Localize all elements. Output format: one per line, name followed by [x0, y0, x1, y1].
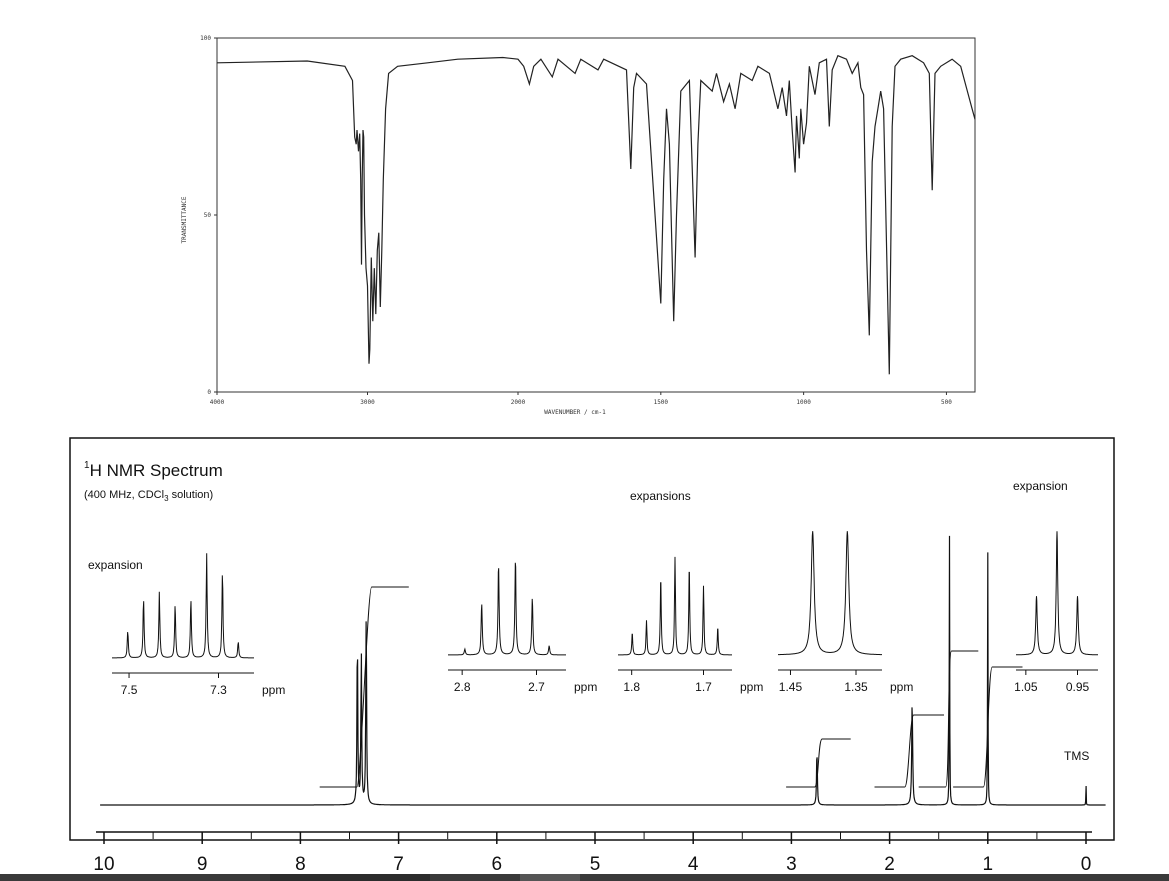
- nmr-x-axis-ticks: 10 9 8 7 6 5 4 3 2 1 0: [93, 832, 1091, 875]
- nmr-tick-label: 6: [492, 854, 503, 875]
- expansion-tick-label: 1.35: [844, 680, 868, 694]
- expansion-tick-label: 2.7: [528, 680, 545, 694]
- expansion-tick-label: 7.5: [121, 683, 138, 697]
- nmr-subtitle-post: solution): [169, 489, 214, 501]
- ir-x-tick-label: 3000: [360, 399, 375, 406]
- nmr-integral-curve: [786, 738, 851, 788]
- expansion-tick-label: 7.3: [210, 683, 227, 697]
- nmr-tick-label: 7: [393, 854, 404, 875]
- bottom-strip-segment: [520, 874, 580, 881]
- expansion-unit-label: ppm: [740, 680, 763, 694]
- nmr-title: 1H NMR Spectrum: [84, 460, 223, 480]
- ir-x-axis-label: WAVENUMBER / cm-1: [544, 409, 606, 416]
- expansion-trace: [1016, 531, 1098, 656]
- expansion-tick-label: 1.8: [623, 680, 640, 694]
- expansion-tick-label: 1.05: [1014, 680, 1038, 694]
- nmr-tick-label: 3: [786, 854, 797, 875]
- nmr-subtitle: (400 MHz, CDCl3 solution): [84, 489, 213, 503]
- nmr-tick-label: 4: [688, 854, 699, 875]
- expansion-tick-label: 1.45: [779, 680, 803, 694]
- nmr-title-text: H NMR Spectrum: [90, 461, 223, 480]
- nmr-integral-traces: [319, 586, 1023, 788]
- annotation-expansion-right: expansion: [1013, 479, 1068, 493]
- ir-y-axis-label: TRANSMITTANCE: [181, 196, 188, 243]
- expansion-unit-label: ppm: [262, 683, 285, 697]
- nmr-subtitle-sub: 3: [164, 494, 169, 503]
- nmr-subtitle-pre: (400 MHz, CDCl: [84, 489, 164, 501]
- expansion-tick-label: 0.95: [1066, 680, 1090, 694]
- ir-y-tick-label: 0: [207, 389, 211, 396]
- expansion-trace: [112, 553, 254, 659]
- ir-x-tick-label: 500: [941, 399, 952, 406]
- nmr-spectrum-line: [100, 535, 1106, 806]
- ir-transmittance-line: [216, 54, 976, 375]
- expansion-trace: [618, 556, 732, 656]
- nmr-tick-label: 8: [295, 854, 306, 875]
- ir-y-tick-label: 100: [200, 35, 211, 42]
- nmr-integral-curve: [874, 714, 944, 788]
- nmr-tick-label: 1: [983, 854, 994, 875]
- ir-x-tick-label: 1000: [796, 399, 811, 406]
- nmr-tick-label: 0: [1081, 854, 1092, 875]
- nmr-tick-label: 5: [590, 854, 601, 875]
- nmr-tick-label: 10: [93, 854, 114, 875]
- expansion-tick-label: 1.7: [695, 680, 712, 694]
- ir-x-tick-label: 2000: [511, 399, 526, 406]
- ir-y-tick-label: 50: [204, 212, 212, 219]
- nmr-integral-curve: [319, 586, 409, 788]
- annotation-expansion-left: expansion: [88, 558, 143, 572]
- ir-x-tick-label: 1500: [654, 399, 669, 406]
- expansion-tick-label: 2.8: [454, 680, 471, 694]
- nmr-tick-label: 9: [197, 854, 208, 875]
- nmr-plot-frame: [69, 437, 1115, 841]
- nmr-expansion-insets: 7.5 7.3 ppm 2.8 2.7 ppm 1.8 1.7 ppm 1.45 1.35 ppm 1.…: [112, 531, 1098, 697]
- expansion-trace: [448, 562, 566, 656]
- nmr-title-sup: 1: [84, 460, 90, 471]
- expansion-unit-label: ppm: [890, 680, 913, 694]
- expansion-trace: [778, 531, 882, 656]
- annotation-expansions-middle: expansions: [630, 489, 691, 503]
- expansion-unit-label: ppm: [574, 680, 597, 694]
- bottom-strip: [0, 874, 1169, 881]
- bottom-strip-segment: [270, 874, 430, 881]
- nmr-tick-label: 2: [884, 854, 895, 875]
- annotation-tms: TMS: [1064, 749, 1089, 763]
- ir-x-tick-label: 4000: [210, 399, 225, 406]
